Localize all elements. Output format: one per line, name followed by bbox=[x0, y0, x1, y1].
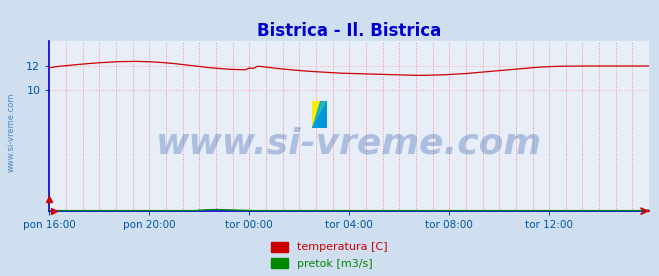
Polygon shape bbox=[312, 101, 327, 128]
Title: Bistrica - Il. Bistrica: Bistrica - Il. Bistrica bbox=[257, 22, 442, 40]
Text: www.si-vreme.com: www.si-vreme.com bbox=[156, 126, 542, 160]
Legend: temperatura [C], pretok [m3/s]: temperatura [C], pretok [m3/s] bbox=[267, 237, 392, 273]
Polygon shape bbox=[312, 101, 327, 128]
Text: www.si-vreme.com: www.si-vreme.com bbox=[7, 93, 16, 172]
Polygon shape bbox=[312, 101, 327, 128]
